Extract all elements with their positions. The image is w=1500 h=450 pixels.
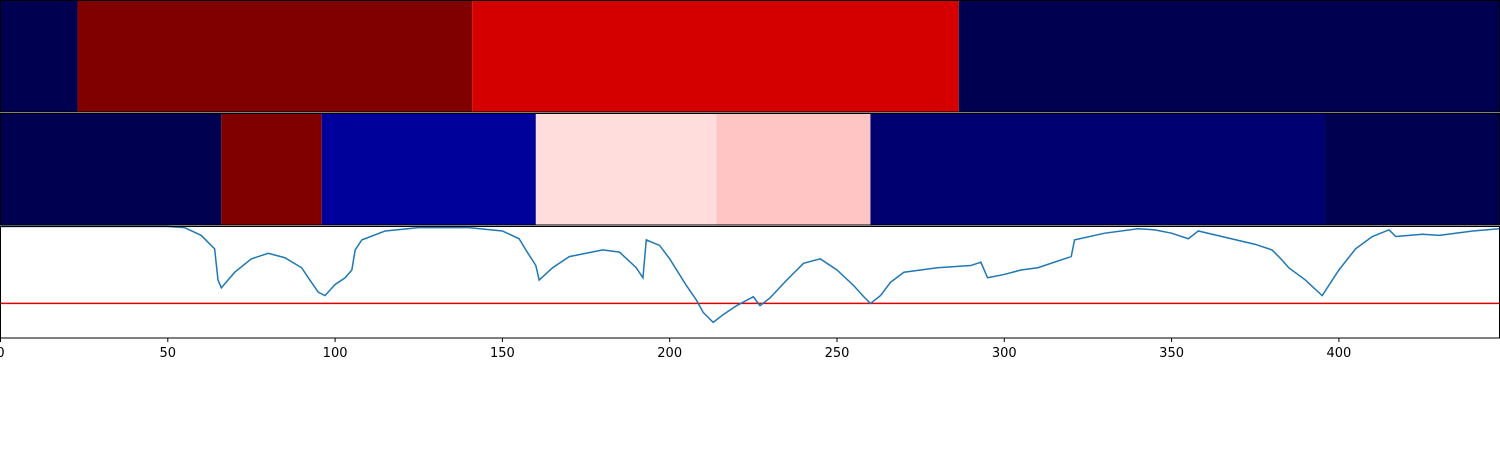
x-tick-label: 50 [160,346,177,361]
segment [535,113,717,225]
x-tick-label: 100 [323,346,348,361]
x-tick-label: 150 [490,346,515,361]
x-tick-label: 300 [992,346,1017,361]
segment [716,113,871,225]
segment [77,0,473,112]
line-series [0,225,1500,324]
segment [321,113,536,225]
segment [1325,113,1500,225]
segment [0,113,222,225]
segment [221,113,322,225]
x-tick-label: 0 [0,346,5,361]
x-tick-label: 250 [825,346,850,361]
x-tick-label: 400 [1326,346,1351,361]
x-tick-label: 200 [657,346,682,361]
segment [870,113,1326,225]
segment [0,0,78,112]
segment [472,0,959,112]
x-tick-label: 350 [1159,346,1184,361]
segment [958,0,1500,112]
